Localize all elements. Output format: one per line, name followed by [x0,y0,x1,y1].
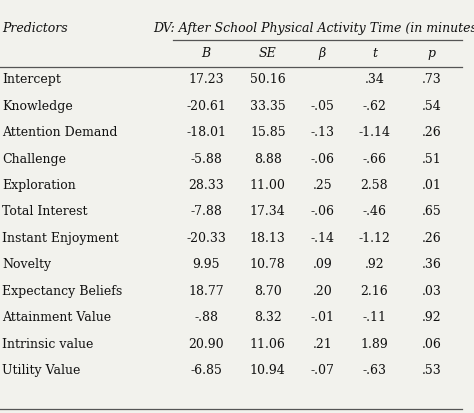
Text: 8.88: 8.88 [254,152,282,166]
Text: .03: .03 [421,285,441,298]
Text: -1.14: -1.14 [358,126,391,139]
Text: 33.35: 33.35 [250,100,286,113]
Text: -.46: -.46 [363,205,386,218]
Text: -.66: -.66 [363,152,386,166]
Text: Novelty: Novelty [2,258,52,271]
Text: 20.90: 20.90 [188,337,224,351]
Text: 18.77: 18.77 [188,285,224,298]
Text: 11.00: 11.00 [250,179,286,192]
Text: -.11: -.11 [363,311,386,324]
Text: 2.58: 2.58 [361,179,388,192]
Text: -7.88: -7.88 [190,205,222,218]
Text: 10.94: 10.94 [250,364,286,377]
Text: 11.06: 11.06 [250,337,286,351]
Text: Attainment Value: Attainment Value [2,311,111,324]
Text: Intrinsic value: Intrinsic value [2,337,94,351]
Text: Utility Value: Utility Value [2,364,81,377]
Text: .06: .06 [421,337,441,351]
Text: .73: .73 [421,73,441,86]
Text: .01: .01 [421,179,441,192]
Text: .36: .36 [421,258,441,271]
Text: t: t [372,47,377,60]
Text: .51: .51 [421,152,441,166]
Text: 50.16: 50.16 [250,73,286,86]
Text: .53: .53 [421,364,441,377]
Text: -.62: -.62 [363,100,386,113]
Text: Predictors: Predictors [2,22,68,35]
Text: 1.89: 1.89 [361,337,388,351]
Text: 8.70: 8.70 [254,285,282,298]
Text: -1.12: -1.12 [358,232,391,245]
Text: Expectancy Beliefs: Expectancy Beliefs [2,285,123,298]
Text: .92: .92 [421,311,441,324]
Text: -5.88: -5.88 [190,152,222,166]
Text: .20: .20 [312,285,332,298]
Text: -.14: -.14 [310,232,334,245]
Text: -6.85: -6.85 [190,364,222,377]
Text: 9.95: 9.95 [192,258,220,271]
Text: Exploration: Exploration [2,179,76,192]
Text: -18.01: -18.01 [186,126,226,139]
Text: -.13: -.13 [310,126,334,139]
Text: .92: .92 [365,258,384,271]
Text: p: p [428,47,435,60]
Text: 8.32: 8.32 [254,311,282,324]
Text: Intercept: Intercept [2,73,61,86]
Text: -.06: -.06 [310,152,334,166]
Text: SE: SE [259,47,277,60]
Text: .25: .25 [312,179,332,192]
Text: 2.16: 2.16 [361,285,388,298]
Text: .09: .09 [312,258,332,271]
Text: -.63: -.63 [363,364,386,377]
Text: .54: .54 [421,100,441,113]
Text: .34: .34 [365,73,384,86]
Text: -.07: -.07 [310,364,334,377]
Text: 17.23: 17.23 [188,73,224,86]
Text: Challenge: Challenge [2,152,66,166]
Text: Knowledge: Knowledge [2,100,73,113]
Text: -.05: -.05 [310,100,334,113]
Text: .21: .21 [312,337,332,351]
Text: 28.33: 28.33 [188,179,224,192]
Text: 10.78: 10.78 [250,258,286,271]
Text: B: B [201,47,211,60]
Text: Instant Enjoyment: Instant Enjoyment [2,232,119,245]
Text: Attention Demand: Attention Demand [2,126,118,139]
Text: .26: .26 [421,232,441,245]
Text: DV: After School Physical Activity Time (in minutes): DV: After School Physical Activity Time … [153,22,474,35]
Text: -.88: -.88 [194,311,218,324]
Text: -.06: -.06 [310,205,334,218]
Text: 18.13: 18.13 [250,232,286,245]
Text: -20.33: -20.33 [186,232,226,245]
Text: Total Interest: Total Interest [2,205,88,218]
Text: -20.61: -20.61 [186,100,226,113]
Text: .65: .65 [421,205,441,218]
Text: 17.34: 17.34 [250,205,286,218]
Text: -.01: -.01 [310,311,334,324]
Text: 15.85: 15.85 [250,126,286,139]
Text: β: β [319,47,326,60]
Text: .26: .26 [421,126,441,139]
